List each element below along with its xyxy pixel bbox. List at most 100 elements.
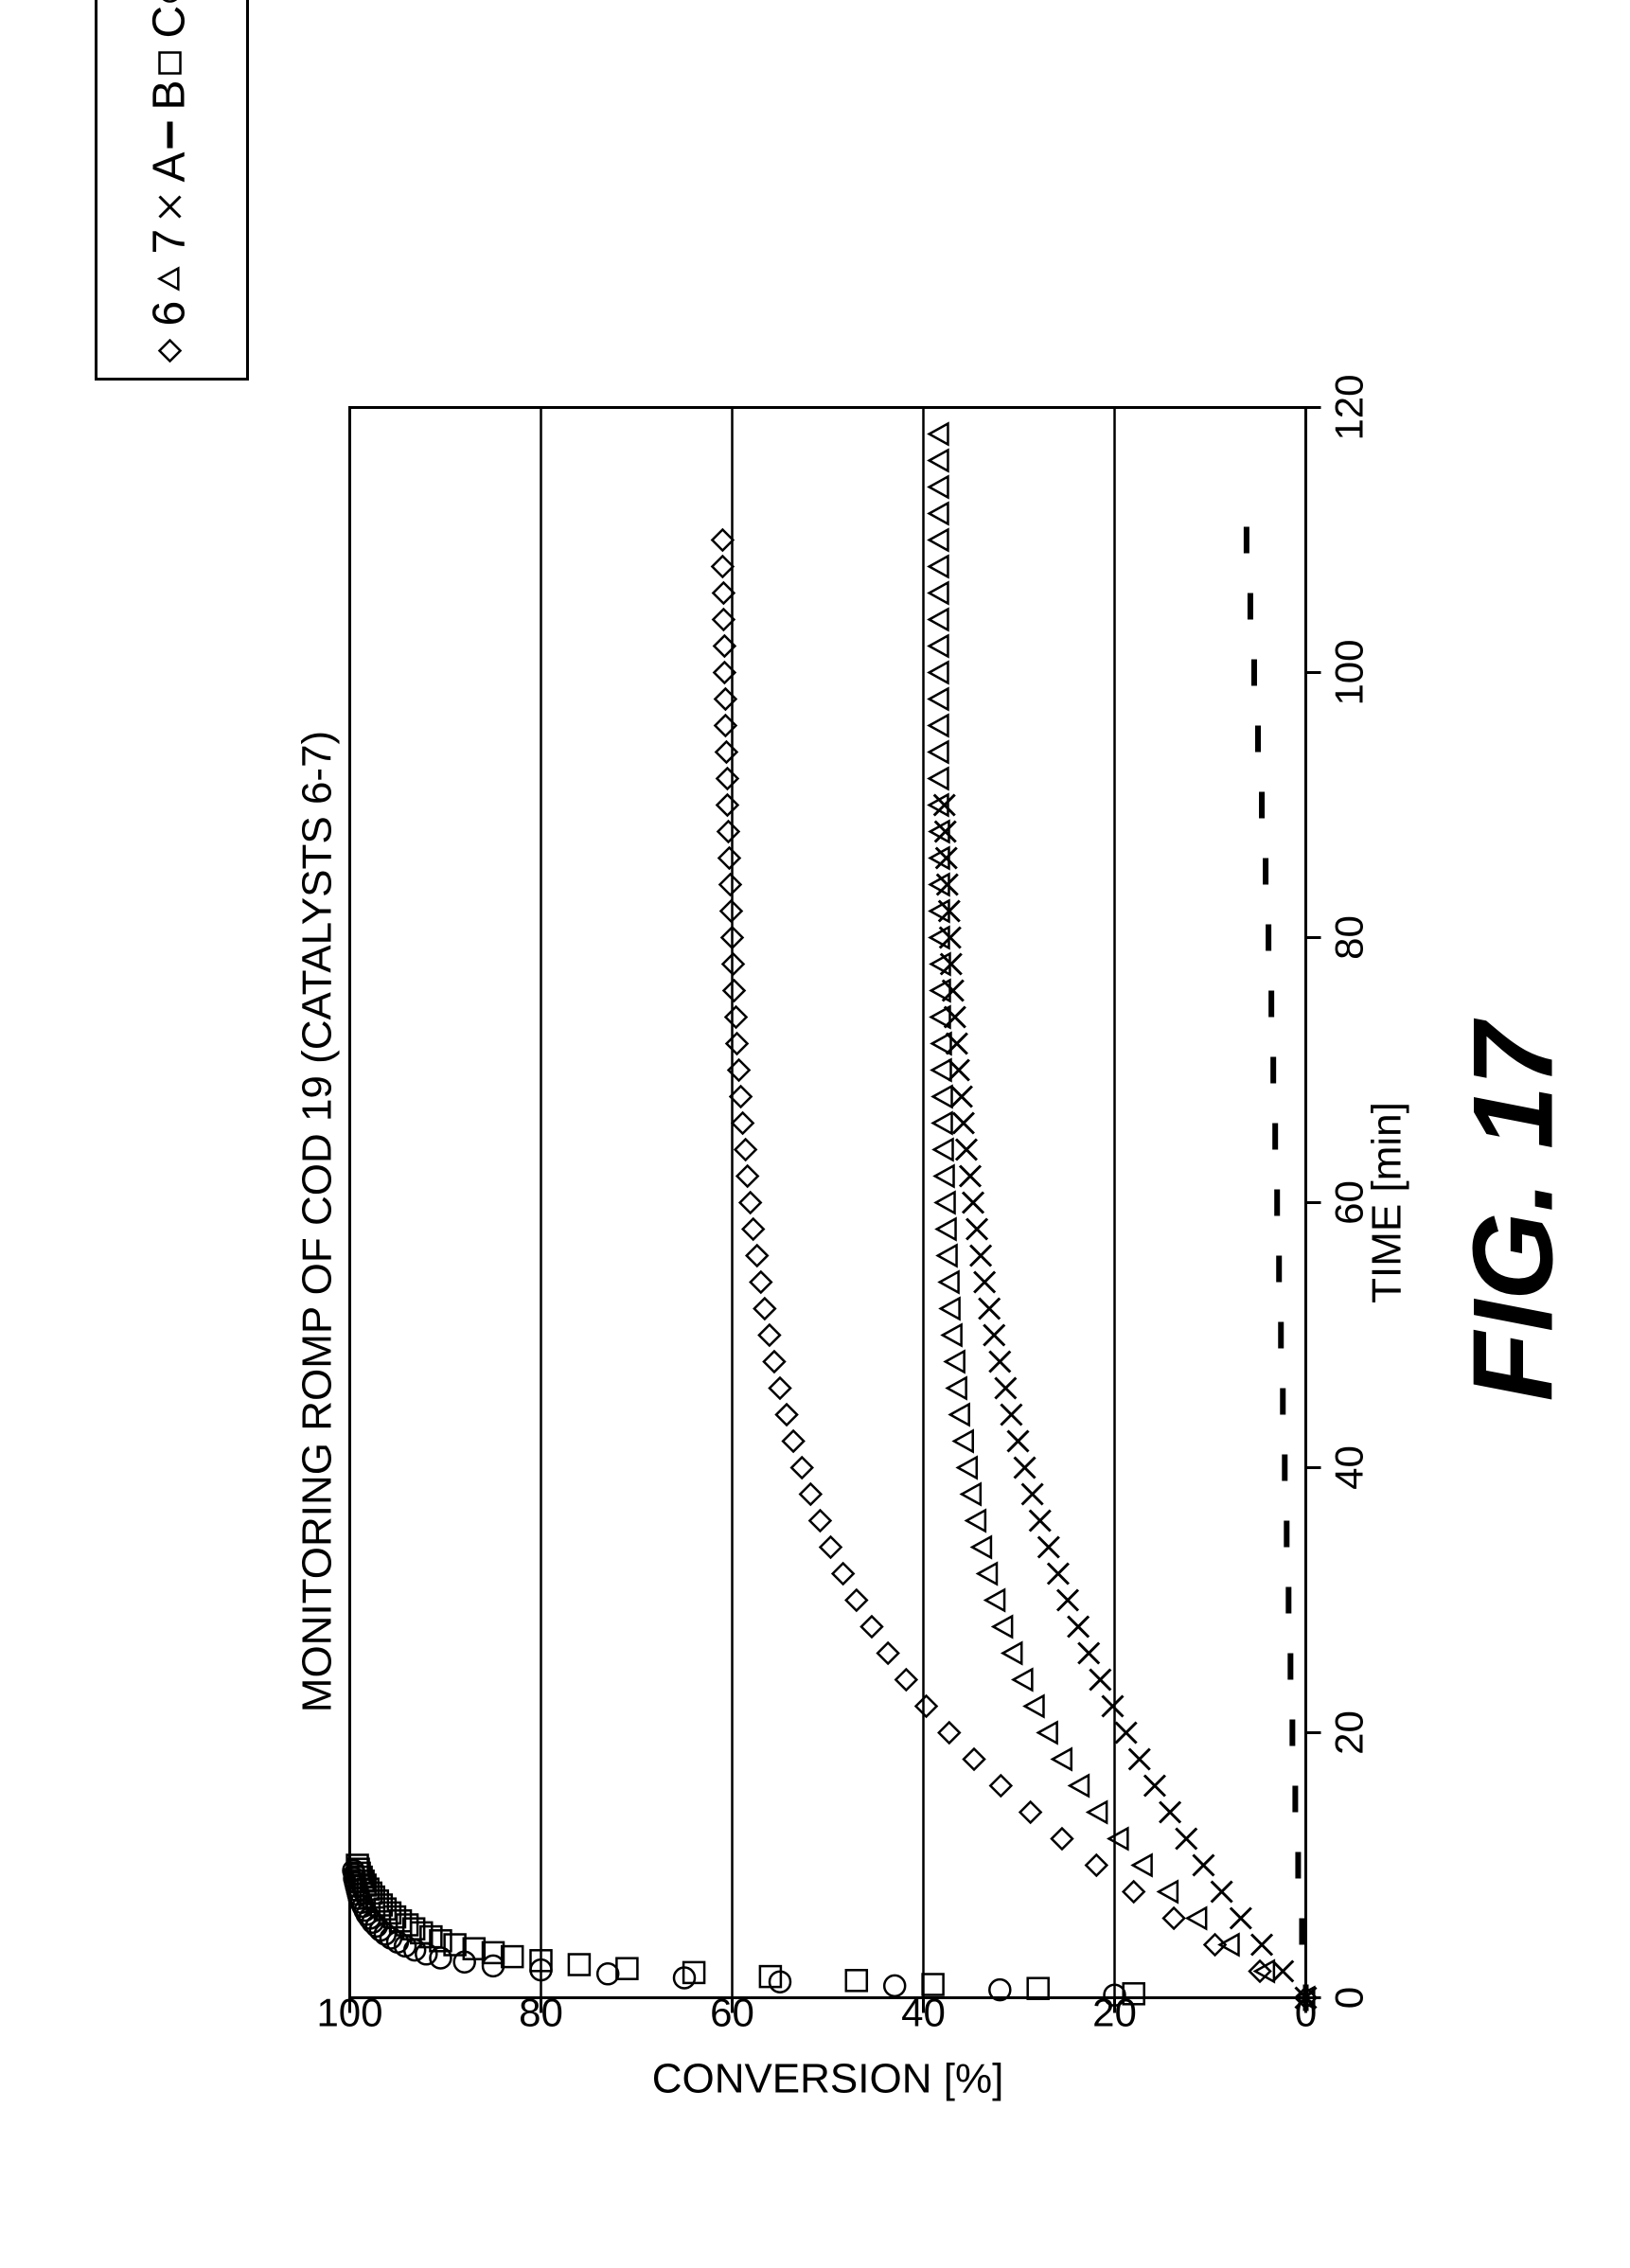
data-point-A-45 xyxy=(932,793,956,817)
data-point-6-15 xyxy=(844,1587,869,1613)
data-point-7-31 xyxy=(932,1163,955,1189)
data-point-A-29 xyxy=(965,1217,989,1241)
data-point-A-13 xyxy=(1077,1641,1101,1665)
legend-label-A: A xyxy=(145,151,195,182)
data-point-A-40 xyxy=(938,926,962,949)
series-7 xyxy=(927,421,1316,2011)
data-point-A-1 xyxy=(1271,1959,1295,1983)
data-point-6-53 xyxy=(711,580,736,606)
data-point-6-1 xyxy=(1248,1958,1272,1984)
data-point-A-27 xyxy=(973,1270,997,1294)
figure-label: FIG. 17 xyxy=(1450,1018,1577,1401)
data-point-7-47 xyxy=(927,739,949,765)
data-point-6-39 xyxy=(720,951,746,977)
data-point-7-25 xyxy=(940,1322,963,1348)
data-point-7-58 xyxy=(927,448,949,473)
legend-box xyxy=(95,0,249,381)
data-point-7-22 xyxy=(948,1402,970,1427)
data-point-6-35 xyxy=(726,1057,752,1083)
data-point-A-36 xyxy=(945,1032,968,1055)
data-point-6-21 xyxy=(781,1428,806,1454)
data-point-7-30 xyxy=(933,1190,956,1215)
x-tick-label-100: 100 xyxy=(1327,639,1372,705)
data-point-6-11 xyxy=(913,1693,939,1719)
data-point-7-1 xyxy=(1252,1958,1276,1984)
data-point-C-1 xyxy=(1026,1976,1050,2000)
data-point-7-34 xyxy=(930,1084,953,1109)
data-point-6-28 xyxy=(744,1243,770,1268)
data-point-6-44 xyxy=(716,819,741,844)
data-point-D-5 xyxy=(595,1962,620,1986)
data-point-A-6 xyxy=(1175,1827,1198,1851)
data-point-A-23 xyxy=(994,1376,1018,1400)
x-tick-label-0: 0 xyxy=(1327,1987,1372,2009)
y-tick-label-40: 40 xyxy=(901,1991,946,2035)
data-point-6-31 xyxy=(735,1163,760,1189)
data-point-7-26 xyxy=(938,1296,961,1321)
data-point-6-52 xyxy=(711,607,736,632)
data-point-7-17 xyxy=(969,1534,993,1560)
legend-marker-D xyxy=(158,0,182,3)
data-point-7-55 xyxy=(927,527,949,553)
x-axis-label: TIME [min] xyxy=(1364,1102,1410,1303)
data-point-A-5 xyxy=(1192,1853,1215,1877)
data-point-7-32 xyxy=(931,1137,954,1162)
data-point-D-10 xyxy=(415,1942,438,1966)
data-point-6-48 xyxy=(713,713,738,738)
x-tick-label-60: 60 xyxy=(1327,1180,1372,1225)
data-point-6-22 xyxy=(774,1402,799,1427)
legend-label-6: 6 xyxy=(145,301,195,327)
data-point-6-55 xyxy=(710,527,735,553)
legend-marker-6 xyxy=(157,338,183,363)
data-point-7-48 xyxy=(927,713,949,738)
data-point-6-26 xyxy=(753,1296,777,1321)
data-point-7-50 xyxy=(927,660,949,685)
data-point-C-9 xyxy=(500,1944,524,1969)
data-point-7-51 xyxy=(927,633,949,659)
data-point-A-35 xyxy=(947,1058,970,1082)
data-point-6-9 xyxy=(962,1746,986,1772)
data-point-7-11 xyxy=(1022,1693,1045,1719)
data-point-6-40 xyxy=(719,925,745,950)
data-point-6-7 xyxy=(1018,1799,1043,1825)
data-point-C-8 xyxy=(529,1949,553,1973)
data-point-7-37 xyxy=(929,1004,951,1030)
data-point-6-51 xyxy=(712,633,737,659)
data-point-6-32 xyxy=(733,1137,758,1162)
data-point-A-42 xyxy=(935,873,959,896)
y-tick-label-60: 60 xyxy=(710,1991,754,2035)
data-point-7-21 xyxy=(951,1428,974,1454)
data-point-C-10 xyxy=(481,1940,505,1965)
data-point-6-19 xyxy=(798,1481,824,1507)
data-point-6-20 xyxy=(789,1455,814,1480)
data-point-7-28 xyxy=(935,1243,958,1268)
data-point-7-35 xyxy=(930,1057,952,1083)
data-point-7-46 xyxy=(927,766,949,791)
data-point-D-2 xyxy=(882,1974,907,1998)
data-point-C-3 xyxy=(844,1969,869,1993)
data-point-6-46 xyxy=(715,766,740,791)
data-point-A-37 xyxy=(943,1005,966,1029)
data-point-7-8 xyxy=(1067,1773,1090,1798)
data-point-7-12 xyxy=(1010,1667,1034,1692)
data-point-A-2 xyxy=(1249,1933,1274,1957)
data-point-6-5 xyxy=(1084,1852,1109,1878)
data-point-6-8 xyxy=(988,1773,1014,1798)
data-point-6-37 xyxy=(723,1004,749,1030)
data-point-6-33 xyxy=(730,1110,755,1136)
data-point-7-14 xyxy=(990,1614,1014,1639)
data-point-7-3 xyxy=(1184,1905,1208,1931)
legend-marker-C xyxy=(158,51,182,75)
data-point-D-15 xyxy=(373,1922,398,1946)
data-point-6-42 xyxy=(718,872,743,897)
data-point-A-19 xyxy=(1020,1482,1044,1506)
data-point-6-47 xyxy=(714,739,739,765)
data-point-6-10 xyxy=(937,1720,962,1745)
data-point-D-3 xyxy=(768,1970,792,1993)
data-point-A-28 xyxy=(969,1244,993,1267)
data-point-A-34 xyxy=(949,1085,973,1108)
data-point-A-17 xyxy=(1036,1535,1060,1559)
data-point-D-7 xyxy=(481,1954,505,1978)
data-point-A-14 xyxy=(1067,1615,1090,1639)
